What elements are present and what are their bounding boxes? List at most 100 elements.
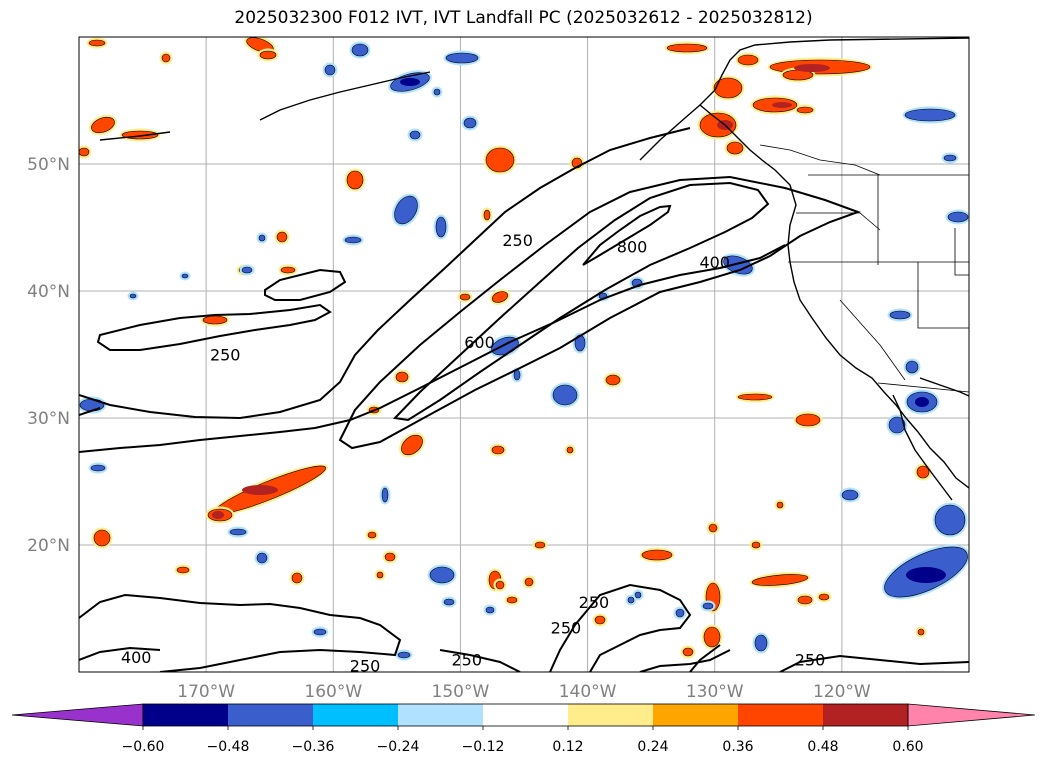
pc-anomaly-patch — [443, 50, 481, 66]
longitude-label: 130°W — [686, 682, 744, 702]
pc-anomaly-patch — [550, 382, 580, 408]
pc-anomaly-patch — [344, 168, 366, 192]
colorbar: −0.60 −0.48 −0.36 −0.24 −0.12 0.12 0.24 0.36 0.4… — [11, 703, 1036, 755]
pc-anomaly-patch — [603, 372, 623, 388]
pc-anomaly-patch — [941, 152, 959, 164]
pc-anomaly-patch — [625, 594, 637, 606]
colorbar-tick-label: −0.60 — [122, 739, 165, 755]
pc-anomaly-core — [242, 485, 278, 495]
pc-anomaly-patch — [227, 526, 249, 538]
longitude-label: 140°W — [559, 682, 617, 702]
colorbar-tick-label: 0.60 — [892, 739, 923, 755]
ivt-contour-label: 400 — [121, 648, 152, 667]
longitude-label: 120°W — [813, 682, 871, 702]
ivt-contour-600 — [392, 181, 770, 422]
ivt-contour-label: 400 — [699, 253, 730, 272]
map-frame — [78, 36, 970, 673]
pc-anomaly-patch — [342, 234, 364, 246]
pc-anomaly-patch — [349, 41, 371, 59]
pc-anomaly-patch — [278, 264, 298, 276]
pc-anomaly-patch — [673, 606, 687, 620]
pc-anomaly-patch — [365, 529, 379, 541]
ivt-contour-400 — [338, 175, 861, 450]
latitude-label: 50°N — [27, 155, 70, 175]
colorbar-segment — [143, 704, 228, 726]
ivt-contour-250-west — [96, 303, 332, 351]
pc-anomaly-patch — [88, 114, 118, 136]
colorbar-segment — [228, 704, 313, 726]
ivt-contour-label: 250 — [551, 619, 582, 638]
pc-anomaly-patch — [393, 369, 411, 385]
pc-anomaly-patch — [461, 115, 479, 131]
colorbar-segment — [483, 704, 568, 726]
colorbar-tick-label: −0.24 — [377, 739, 420, 755]
ivt-contour-800 — [582, 204, 672, 266]
pc-anomaly-patch — [504, 594, 520, 606]
colorbar-tick-label: −0.12 — [462, 739, 505, 755]
pc-anomaly-patch — [902, 106, 958, 124]
colorbar-tick-label: 0.48 — [807, 739, 838, 755]
latitude-label: 40°N — [27, 282, 70, 302]
pc-anomaly-patch — [735, 52, 761, 68]
state-borders — [759, 144, 969, 393]
colorbar-tick-label: 0.12 — [552, 739, 583, 755]
colorbar-extend-low — [11, 703, 144, 727]
pc-anomaly-patch — [903, 358, 921, 376]
colorbar-segment — [313, 704, 398, 726]
pc-anomaly-patch — [915, 626, 927, 638]
pc-anomaly-patch — [86, 37, 108, 49]
pc-anomaly-patch — [680, 645, 696, 659]
pc-anomaly-patch — [431, 86, 443, 98]
pc-anomaly-patch — [79, 145, 92, 159]
pc-anomaly-patch — [483, 145, 517, 175]
pc-anomaly-patch — [774, 499, 786, 511]
pc-anomaly-patch — [721, 253, 755, 277]
colorbar-segment — [398, 704, 483, 726]
pc-anomaly-patch — [274, 229, 290, 245]
pc-anomaly-patch — [700, 600, 716, 612]
pc-anomaly-patch — [382, 550, 398, 564]
pc-anomaly-patch — [159, 51, 173, 65]
pc-anomaly-core — [772, 102, 792, 108]
ivt-contour-250-plume — [79, 127, 691, 420]
pc-anomaly-patch — [945, 209, 969, 225]
pc-anomaly-patch — [489, 443, 507, 457]
ivt-contour-label: 250 — [502, 231, 533, 250]
pc-anomaly-patch — [735, 391, 775, 403]
pc-anomaly-patch — [119, 128, 161, 142]
ivt-landfall-pc-shading — [79, 37, 969, 661]
colorbar-segment — [823, 704, 908, 726]
pc-anomaly-patch — [932, 502, 968, 538]
pc-anomaly-patch — [289, 570, 305, 586]
pc-anomaly-patch — [88, 462, 108, 474]
ivt-contour-250-lower — [79, 593, 402, 672]
pc-anomaly-patch — [706, 521, 720, 535]
latitude-label: 30°N — [27, 409, 70, 429]
pc-anomaly-patch — [254, 550, 270, 566]
pc-anomaly-patch — [392, 193, 420, 227]
colorbar-tick-label: 0.24 — [637, 739, 668, 755]
latitude-label: 20°N — [27, 536, 70, 556]
pc-anomaly-patch — [379, 485, 391, 505]
pc-anomaly-patch — [569, 155, 585, 171]
ivt-contour-label: 250 — [579, 593, 610, 612]
pc-anomaly-patch — [407, 128, 423, 142]
pc-anomaly-patch — [795, 593, 815, 607]
pc-anomaly-patch — [257, 48, 279, 62]
pc-anomaly-patch — [887, 308, 913, 322]
map-title: 2025032300 F012 IVT, IVT Landfall PC (20… — [234, 8, 813, 28]
pc-anomaly-patch — [629, 276, 645, 290]
pc-anomaly-patch — [816, 591, 832, 603]
pc-anomaly-patch — [522, 575, 536, 589]
pc-anomaly-patch — [322, 62, 338, 78]
coastline — [99, 37, 969, 501]
pc-anomaly-patch — [532, 539, 548, 551]
colorbar-tick-label: 0.36 — [722, 739, 753, 755]
longitude-labels: 170°W 160°W 150°W 140°W 130°W 120°W — [177, 682, 871, 702]
pc-anomaly-core — [915, 397, 929, 407]
pc-anomaly-patch — [91, 527, 113, 549]
pc-anomaly-patch — [441, 596, 457, 608]
pc-anomaly-core — [400, 78, 420, 86]
colorbar-segment — [738, 704, 823, 726]
